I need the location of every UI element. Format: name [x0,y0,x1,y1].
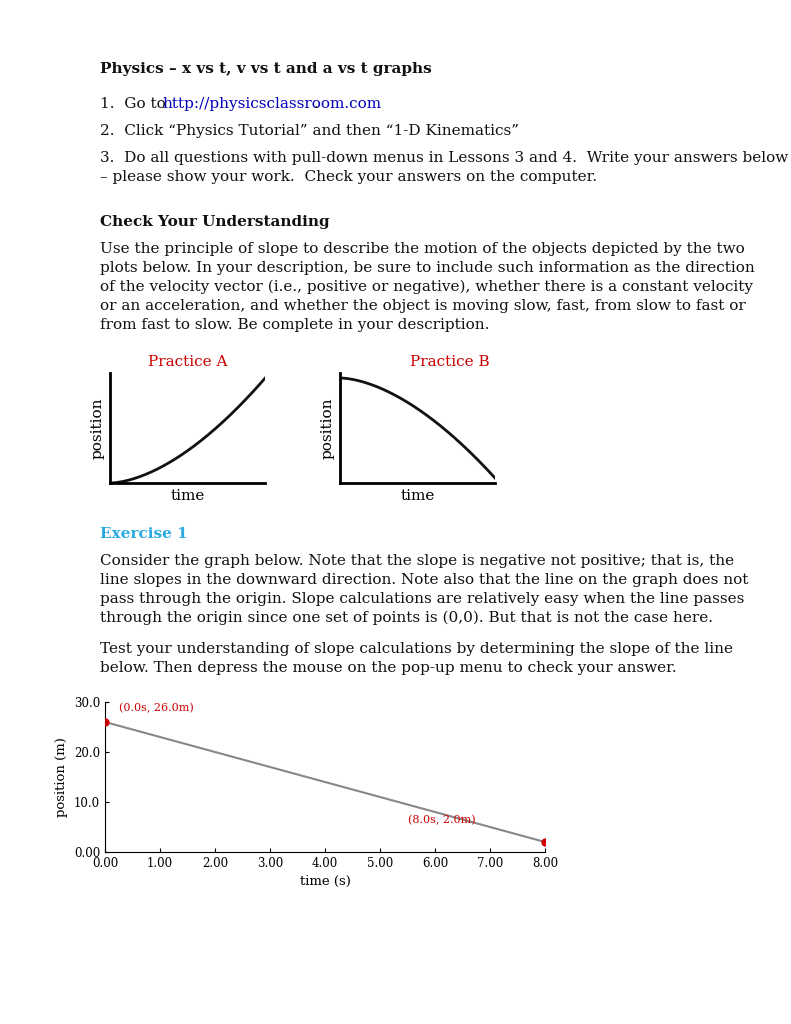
Text: Practice A: Practice A [148,355,228,369]
Y-axis label: position: position [320,397,335,459]
Text: 2.  Click “Physics Tutorial” and then “1-D Kinematics”: 2. Click “Physics Tutorial” and then “1-… [100,124,519,138]
Text: (8.0s, 2.0m): (8.0s, 2.0m) [407,815,475,825]
Text: Exercise 1: Exercise 1 [100,527,187,541]
Text: line slopes in the downward direction. Note also that the line on the graph does: line slopes in the downward direction. N… [100,573,748,587]
Y-axis label: position (m): position (m) [55,737,68,817]
Text: 3.  Do all questions with pull-down menus in Lessons 3 and 4.  Write your answer: 3. Do all questions with pull-down menus… [100,151,789,165]
Text: of the velocity vector (i.e., positive or negative), whether there is a constant: of the velocity vector (i.e., positive o… [100,280,753,294]
X-axis label: time: time [400,488,435,503]
X-axis label: time: time [170,488,205,503]
Text: below. Then depress the mouse on the pop-up menu to check your answer.: below. Then depress the mouse on the pop… [100,662,676,675]
Text: or an acceleration, and whether the object is moving slow, fast, from slow to fa: or an acceleration, and whether the obje… [100,299,746,313]
Text: Check Your Understanding: Check Your Understanding [100,215,330,229]
Text: from fast to slow. Be complete in your description.: from fast to slow. Be complete in your d… [100,318,490,332]
Text: – please show your work.  Check your answers on the computer.: – please show your work. Check your answ… [100,170,597,184]
Text: 1.  Go to: 1. Go to [100,97,171,111]
Y-axis label: position: position [90,397,104,459]
Text: Consider the graph below. Note that the slope is negative not positive; that is,: Consider the graph below. Note that the … [100,554,734,568]
Text: (0.0s, 26.0m): (0.0s, 26.0m) [119,702,194,713]
Text: http://physicsclassroom.com: http://physicsclassroom.com [162,97,381,111]
Text: plots below. In your description, be sure to include such information as the dir: plots below. In your description, be sur… [100,261,755,275]
Text: pass through the origin. Slope calculations are relatively easy when the line pa: pass through the origin. Slope calculati… [100,592,744,606]
Text: .: . [314,97,319,111]
Text: Physics – x vs t, v vs t and a vs t graphs: Physics – x vs t, v vs t and a vs t grap… [100,62,432,76]
X-axis label: time (s): time (s) [300,876,350,889]
Text: Test your understanding of slope calculations by determining the slope of the li: Test your understanding of slope calcula… [100,642,733,656]
Text: through the origin since one set of points is (0,0). But that is not the case he: through the origin since one set of poin… [100,611,713,626]
Text: Use the principle of slope to describe the motion of the objects depicted by the: Use the principle of slope to describe t… [100,242,745,256]
Text: Practice B: Practice B [411,355,490,369]
